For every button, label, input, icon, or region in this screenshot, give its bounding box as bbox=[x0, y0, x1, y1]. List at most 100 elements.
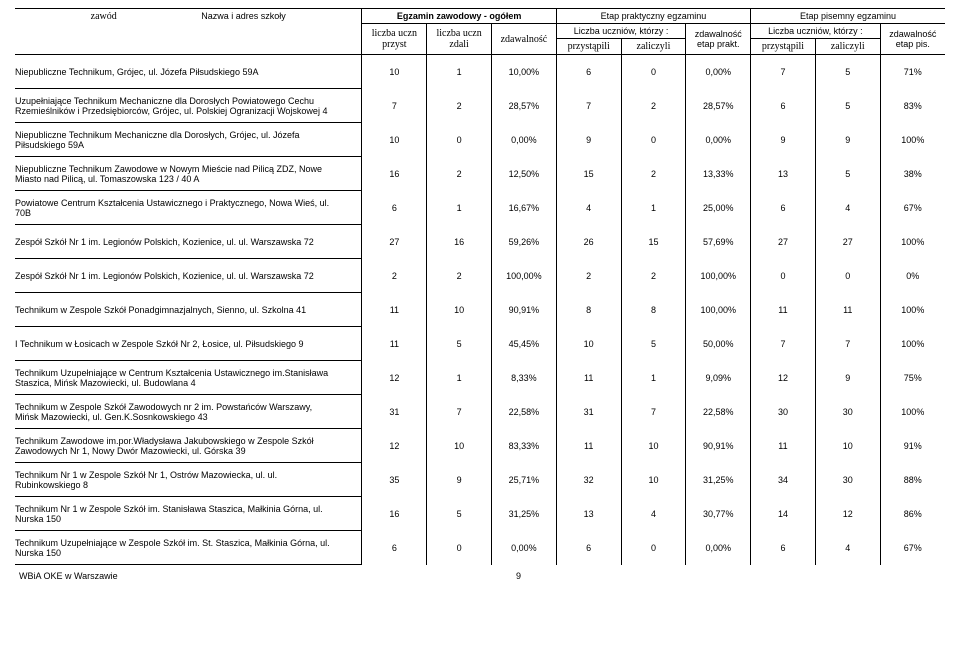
h-zdaw-prakt: zdawalność etap prakt. bbox=[686, 24, 751, 55]
value-cell: 7 bbox=[556, 89, 621, 123]
value-cell: 9 bbox=[556, 123, 621, 157]
h-zaliczyli-1: zaliczyli bbox=[621, 39, 686, 55]
value-cell: 26 bbox=[556, 225, 621, 259]
value-cell: 2 bbox=[427, 259, 492, 293]
h-przystapili-1: przystąpili bbox=[556, 39, 621, 55]
value-cell: 0,00% bbox=[686, 531, 751, 565]
value-cell: 6 bbox=[751, 191, 816, 225]
value-cell: 2 bbox=[427, 157, 492, 191]
value-cell: 67% bbox=[880, 191, 945, 225]
header-group-ogolem: Egzamin zawodowy - ogółem bbox=[362, 9, 556, 24]
table-row: Technikum w Zespole Szkół Ponadgimnazjal… bbox=[15, 293, 945, 327]
school-name-cell: Powiatowe Centrum Kształcenia Ustawiczne… bbox=[15, 191, 362, 225]
value-cell: 45,45% bbox=[492, 327, 557, 361]
value-cell: 13,33% bbox=[686, 157, 751, 191]
value-cell: 0 bbox=[621, 123, 686, 157]
value-cell: 27 bbox=[751, 225, 816, 259]
value-cell: 8 bbox=[556, 293, 621, 327]
value-cell: 5 bbox=[815, 55, 880, 89]
table-row: Niepubliczne Technikum Mechaniczne dla D… bbox=[15, 123, 945, 157]
school-name-cell: Technikum w Zespole Szkół Ponadgimnazjal… bbox=[15, 293, 362, 327]
value-cell: 2 bbox=[621, 157, 686, 191]
value-cell: 100% bbox=[880, 293, 945, 327]
value-cell: 13 bbox=[556, 497, 621, 531]
value-cell: 0,00% bbox=[492, 123, 557, 157]
value-cell: 57,69% bbox=[686, 225, 751, 259]
value-cell: 12 bbox=[751, 361, 816, 395]
page-footer: WBiA OKE w Warszawie 9 bbox=[15, 571, 945, 581]
value-cell: 31 bbox=[556, 395, 621, 429]
h-przystapili-2: przystąpili bbox=[751, 39, 816, 55]
value-cell: 4 bbox=[815, 531, 880, 565]
value-cell: 100,00% bbox=[686, 293, 751, 327]
value-cell: 1 bbox=[621, 361, 686, 395]
value-cell: 30 bbox=[815, 463, 880, 497]
value-cell: 10 bbox=[362, 55, 427, 89]
value-cell: 83,33% bbox=[492, 429, 557, 463]
value-cell: 27 bbox=[362, 225, 427, 259]
value-cell: 4 bbox=[556, 191, 621, 225]
value-cell: 2 bbox=[621, 259, 686, 293]
value-cell: 28,57% bbox=[686, 89, 751, 123]
h-lu-ktorzy-1: Liczba uczniów, którzy : bbox=[556, 24, 686, 39]
footer-page: 9 bbox=[516, 571, 521, 581]
value-cell: 6 bbox=[751, 531, 816, 565]
value-cell: 5 bbox=[427, 327, 492, 361]
value-cell: 75% bbox=[880, 361, 945, 395]
value-cell: 6 bbox=[362, 191, 427, 225]
value-cell: 30 bbox=[815, 395, 880, 429]
value-cell: 16 bbox=[362, 497, 427, 531]
table-row: Zespół Szkół Nr 1 im. Legionów Polskich,… bbox=[15, 259, 945, 293]
value-cell: 2 bbox=[556, 259, 621, 293]
value-cell: 11 bbox=[556, 429, 621, 463]
value-cell: 0 bbox=[621, 531, 686, 565]
value-cell: 86% bbox=[880, 497, 945, 531]
table-row: Technikum w Zespole Szkół Zawodowych nr … bbox=[15, 395, 945, 429]
h-zdaw: zdawalność bbox=[492, 24, 557, 55]
value-cell: 90,91% bbox=[686, 429, 751, 463]
value-cell: 31,25% bbox=[686, 463, 751, 497]
value-cell: 2 bbox=[621, 89, 686, 123]
value-cell: 16 bbox=[427, 225, 492, 259]
value-cell: 11 bbox=[751, 429, 816, 463]
school-name-cell: Technikum Nr 1 w Zespole Szkół im. Stani… bbox=[15, 497, 362, 531]
value-cell: 9,09% bbox=[686, 361, 751, 395]
table-row: Technikum Uzupełniające w Zespole Szkół … bbox=[15, 531, 945, 565]
value-cell: 13 bbox=[751, 157, 816, 191]
value-cell: 38% bbox=[880, 157, 945, 191]
value-cell: 14 bbox=[751, 497, 816, 531]
value-cell: 5 bbox=[427, 497, 492, 531]
table-row: Niepubliczne Technikum, Grójec, ul. Józe… bbox=[15, 55, 945, 89]
table-row: I Technikum w Łosicach w Zespole Szkół N… bbox=[15, 327, 945, 361]
value-cell: 27 bbox=[815, 225, 880, 259]
value-cell: 28,57% bbox=[492, 89, 557, 123]
school-name-cell: Technikum Uzupełniające w Centrum Kształ… bbox=[15, 361, 362, 395]
value-cell: 6 bbox=[751, 89, 816, 123]
header-zawod-nazwa: zawód Nazwa i adres szkoły bbox=[15, 9, 362, 55]
value-cell: 100% bbox=[880, 225, 945, 259]
value-cell: 10 bbox=[362, 123, 427, 157]
table-row: Technikum Zawodowe im.por.Władysława Jak… bbox=[15, 429, 945, 463]
value-cell: 6 bbox=[556, 531, 621, 565]
value-cell: 12,50% bbox=[492, 157, 557, 191]
school-name-cell: Technikum Uzupełniające w Zespole Szkół … bbox=[15, 531, 362, 565]
value-cell: 1 bbox=[427, 55, 492, 89]
value-cell: 0 bbox=[427, 123, 492, 157]
value-cell: 100,00% bbox=[492, 259, 557, 293]
value-cell: 11 bbox=[362, 327, 427, 361]
value-cell: 71% bbox=[880, 55, 945, 89]
table-row: Zespół Szkół Nr 1 im. Legionów Polskich,… bbox=[15, 225, 945, 259]
value-cell: 10 bbox=[621, 429, 686, 463]
value-cell: 10,00% bbox=[492, 55, 557, 89]
value-cell: 5 bbox=[815, 89, 880, 123]
h-lu-przyst: liczba uczn przyst bbox=[362, 24, 427, 55]
table-row: Uzupełniające Technikum Mechaniczne dla … bbox=[15, 89, 945, 123]
value-cell: 11 bbox=[362, 293, 427, 327]
value-cell: 8 bbox=[621, 293, 686, 327]
h-zdaw-pis: zdawalność etap pis. bbox=[880, 24, 945, 55]
school-name-cell: Niepubliczne Technikum, Grójec, ul. Józe… bbox=[15, 55, 362, 89]
value-cell: 6 bbox=[556, 55, 621, 89]
h-zaliczyli-2: zaliczyli bbox=[815, 39, 880, 55]
value-cell: 10 bbox=[815, 429, 880, 463]
school-name-cell: Technikum Nr 1 w Zespole Szkół Nr 1, Ost… bbox=[15, 463, 362, 497]
